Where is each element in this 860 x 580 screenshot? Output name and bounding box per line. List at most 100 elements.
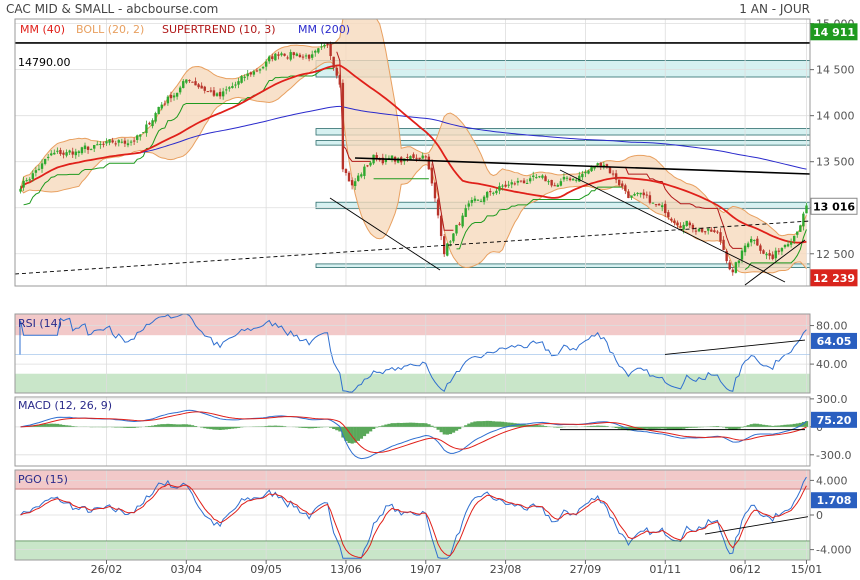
macd-histogram-bar [488, 420, 492, 427]
candle-body [249, 72, 252, 75]
candle-body [19, 188, 22, 192]
macd-histogram-bar [393, 423, 397, 427]
candle-body [731, 269, 734, 273]
price-badge [810, 269, 858, 287]
background-layer [15, 19, 811, 560]
indicator-zone [15, 373, 810, 393]
bollinger-lower-line [20, 61, 807, 274]
candle-body [326, 43, 329, 45]
candle-body [151, 120, 154, 127]
macd-histogram-bar [749, 424, 753, 427]
candle-body [756, 238, 759, 246]
macd-histogram-bar [777, 425, 781, 427]
macd-histogram-bar [688, 426, 692, 428]
macd-histogram-bar [375, 426, 379, 428]
macd-histogram-bar [768, 425, 772, 427]
candle-body [528, 178, 532, 182]
panel-frame [14, 396, 811, 467]
macd-histogram-bar [712, 426, 717, 427]
pgo-trend-line [704, 516, 809, 535]
candle-body [292, 52, 295, 56]
candle-body [185, 79, 188, 83]
candle-body [660, 205, 664, 208]
candle-body [780, 248, 784, 252]
candle-body [596, 163, 599, 166]
candle-body [602, 164, 606, 166]
candle-body [593, 166, 596, 169]
candle-body [350, 180, 354, 186]
candle-body [439, 215, 443, 237]
macd-histogram-bar [804, 421, 809, 427]
candle-body [86, 146, 90, 150]
candle-body [46, 156, 50, 158]
candle-body [77, 151, 81, 154]
candle-body [633, 194, 636, 196]
candle-body [154, 113, 157, 122]
macd-histogram-bar [418, 423, 422, 427]
macd-histogram-bar [734, 426, 738, 430]
candle-body [541, 175, 544, 178]
macd-histogram-bar [694, 426, 698, 428]
candle-body [231, 86, 234, 88]
macd-histogram-bar [537, 425, 542, 427]
macd-histogram-bar [123, 426, 127, 428]
candle-body [301, 56, 305, 58]
candle-body [108, 139, 111, 143]
y-tick-label: 0 [816, 509, 823, 522]
x-tick-label: 26/02 [91, 563, 123, 576]
macd-histogram-bar [114, 426, 118, 428]
candle-body [590, 166, 593, 172]
candle-body [93, 145, 96, 149]
candle-body [654, 204, 658, 206]
candle-body [80, 147, 84, 154]
candle-body [120, 141, 124, 143]
candle-body [142, 132, 145, 134]
macd-histogram-bar [473, 421, 477, 427]
candle-body [215, 93, 219, 96]
candle-body [510, 182, 513, 185]
candle-body [50, 153, 53, 156]
macd-histogram-bar [780, 425, 784, 427]
candle-body [409, 156, 412, 160]
candle-body [544, 176, 547, 182]
candle-body [670, 218, 673, 221]
indicator-zone [15, 314, 810, 336]
macd-histogram-bar [752, 423, 757, 427]
candle-body [473, 198, 477, 201]
y-tick-label: -4.000 [816, 544, 851, 557]
candle-body [123, 140, 127, 144]
candle-body [774, 250, 777, 259]
candle-body [516, 180, 520, 183]
candle-body [277, 54, 280, 56]
macd-histogram-bar [758, 424, 763, 427]
price-badge [810, 23, 858, 41]
macd-histogram-bar [654, 426, 658, 429]
candle-body [737, 260, 741, 264]
macd-histogram-bar [365, 426, 370, 434]
candle-body [565, 177, 569, 179]
macd-histogram-bar [439, 426, 443, 433]
candle-body [694, 230, 698, 232]
macd-histogram-bar [476, 421, 480, 427]
macd-histogram-bar [372, 426, 376, 430]
rsi-trend-line [664, 339, 806, 355]
macd-histogram-bar [298, 426, 302, 428]
candle-body [415, 157, 418, 159]
candle-body [53, 152, 56, 155]
candle-body [366, 165, 369, 167]
candle-body [323, 44, 326, 47]
label-layer: CAC MID & SMALL - abcbourse.com 1 AN - J… [6, 2, 810, 486]
candle-body [182, 81, 185, 88]
macd-histogram-bar [181, 424, 185, 427]
candle-body [40, 163, 44, 169]
y-tick-label: 300.0 [816, 393, 848, 406]
candle-body [218, 91, 222, 97]
candle-body [682, 224, 685, 230]
macd-histogram-bar [645, 426, 649, 429]
candle-body [559, 181, 563, 186]
macd-label: MACD (12, 26, 9) [18, 399, 112, 412]
candle-body [452, 233, 455, 242]
chart-title: CAC MID & SMALL - abcbourse.com [6, 2, 218, 16]
candle-body [390, 155, 394, 159]
macd-histogram-bar [715, 426, 720, 427]
